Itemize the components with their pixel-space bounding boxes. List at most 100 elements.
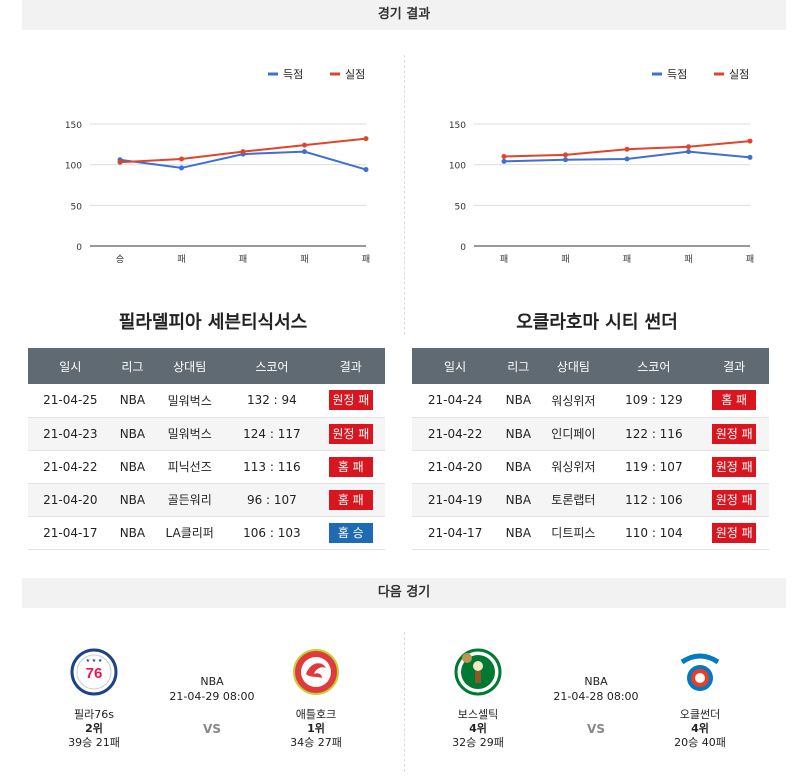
col-result: 결과 bbox=[316, 348, 385, 384]
legend-label: 득점 bbox=[667, 68, 687, 81]
cell-opponent: 밀워벅스 bbox=[152, 417, 228, 451]
cell-opponent: LA클리퍼 bbox=[152, 516, 228, 550]
y-tick-label: 0 bbox=[460, 243, 466, 253]
data-point bbox=[563, 157, 568, 163]
chart-left: 득점 실점 0 50 100 150 승 패 패 패 패 bbox=[65, 68, 370, 265]
cell-league: NBA bbox=[498, 516, 539, 550]
legend-label: 득점 bbox=[283, 68, 303, 81]
col-opponent: 상대팀 bbox=[538, 348, 609, 384]
data-point bbox=[302, 149, 307, 155]
x-tick-label: 패 bbox=[500, 254, 508, 265]
table-row: 21-04-20 NBA 워싱위저 119 : 107 원정 패 bbox=[412, 450, 769, 484]
next-away-team[interactable]: 애틀호크 1위 34승 27패 bbox=[276, 648, 356, 750]
cell-score: 106 : 103 bbox=[227, 516, 317, 550]
cell-opponent: 인디페이 bbox=[538, 417, 609, 451]
cell-result: 홈 패 bbox=[316, 450, 385, 484]
next-away-team[interactable]: 오클썬더 4위 20승 40패 bbox=[660, 648, 740, 750]
cell-score: 122 : 116 bbox=[608, 417, 700, 451]
svg-text:★ ★ ★: ★ ★ ★ bbox=[86, 658, 103, 664]
cell-opponent: 워싱위저 bbox=[538, 384, 609, 418]
result-badge: 홈 패 bbox=[712, 390, 757, 411]
cell-result: 원정 패 bbox=[699, 483, 769, 517]
cell-result: 홈 패 bbox=[699, 384, 769, 418]
cell-opponent: 디트피스 bbox=[538, 516, 609, 550]
svg-text:76: 76 bbox=[86, 665, 103, 682]
next-home-team[interactable]: 보스셀틱 4위 32승 29패 bbox=[438, 648, 518, 750]
cell-league: NBA bbox=[498, 384, 539, 418]
team-title-left: 필라델피아 세븐티식서스 bbox=[118, 312, 308, 333]
cell-league: NBA bbox=[112, 483, 153, 517]
result-badge: 원정 패 bbox=[328, 423, 373, 444]
y-tick-label: 150 bbox=[449, 121, 466, 131]
team-rank: 4위 bbox=[691, 722, 709, 735]
table-row: 21-04-17 NBA LA클리퍼 106 : 103 홈 승 bbox=[28, 516, 385, 550]
cell-date: 21-04-17 bbox=[412, 516, 499, 550]
results-table-right: 일시 리그 상대팀 스코어 결과 21-04-24 NBA 워싱위저 109 : 12… bbox=[412, 348, 769, 550]
data-point bbox=[363, 167, 369, 173]
vs-label: VS bbox=[587, 722, 605, 736]
team-rank: 1위 bbox=[307, 722, 325, 735]
cell-date: 21-04-23 bbox=[28, 417, 113, 451]
result-badge: 원정 패 bbox=[712, 456, 757, 477]
table-row: 21-04-17 NBA 디트피스 110 : 104 원정 패 bbox=[412, 516, 769, 550]
cell-opponent: 골든워리 bbox=[152, 483, 228, 517]
cell-opponent: 밀워벅스 bbox=[152, 384, 228, 418]
data-point bbox=[179, 165, 184, 171]
x-tick-label: 패 bbox=[684, 254, 692, 265]
match-league: NBA bbox=[584, 675, 608, 688]
table-row: 21-04-25 NBA 밀워벅스 132 : 94 원정 패 bbox=[28, 384, 385, 418]
result-badge: 원정 패 bbox=[712, 522, 757, 543]
col-date: 일시 bbox=[412, 348, 499, 384]
cell-league: NBA bbox=[112, 450, 153, 484]
next-game-right: 보스셀틱 4위 32승 29패 NBA 21-04-28 08:00 VS 오클… bbox=[406, 630, 788, 770]
col-opponent: 상대팀 bbox=[152, 348, 228, 384]
cell-score: 132 : 94 bbox=[227, 384, 317, 418]
data-point bbox=[686, 144, 691, 150]
x-tick-label: 패 bbox=[362, 254, 370, 265]
cell-league: NBA bbox=[498, 483, 539, 517]
data-point bbox=[501, 154, 507, 160]
cell-league: NBA bbox=[112, 417, 153, 451]
y-tick-label: 100 bbox=[65, 162, 82, 172]
next-home-team[interactable]: 76 ★ ★ ★ 필라76s 2위 39승 21패 bbox=[54, 648, 134, 750]
data-point bbox=[624, 156, 630, 162]
cell-league: NBA bbox=[498, 417, 539, 451]
team-record: 20승 40패 bbox=[674, 736, 726, 749]
data-point bbox=[117, 159, 123, 165]
cell-score: 124 : 117 bbox=[227, 417, 317, 451]
cell-date: 21-04-22 bbox=[28, 450, 113, 484]
results-table-left: 일시 리그 상대팀 스코어 결과 21-04-25 NBA 밀워벅스 132 : 94… bbox=[28, 348, 385, 550]
y-tick-label: 100 bbox=[449, 162, 466, 172]
legend-label: 실점 bbox=[729, 68, 749, 81]
cell-date: 21-04-20 bbox=[412, 450, 499, 484]
data-point bbox=[363, 136, 369, 142]
match-info: NBA 21-04-29 08:00 bbox=[162, 674, 262, 704]
vs-label: VS bbox=[203, 722, 221, 736]
y-tick-label: 0 bbox=[76, 243, 82, 253]
x-tick-label: 패 bbox=[623, 254, 631, 265]
cell-date: 21-04-24 bbox=[412, 384, 499, 418]
cell-league: NBA bbox=[498, 450, 539, 484]
team-name: 오클썬더 bbox=[679, 708, 721, 721]
next-game-left: 76 ★ ★ ★ 필라76s 2위 39승 21패 NBA 21-04-29 0… bbox=[22, 630, 404, 770]
col-score: 스코어 bbox=[608, 348, 700, 384]
data-point bbox=[747, 138, 753, 144]
table-row: 21-04-19 NBA 토론랩터 112 : 106 원정 패 bbox=[412, 483, 769, 517]
team-rank: 4위 bbox=[469, 722, 487, 735]
team-panel-right: 득점 실점 0 50 100 150 패 패 패 패 패 오클라호마 시티 썬더 일시 리그 상대팀… bbox=[406, 50, 788, 570]
cell-score: 119 : 107 bbox=[608, 450, 700, 484]
cell-score: 109 : 129 bbox=[608, 384, 700, 418]
result-badge: 원정 패 bbox=[712, 489, 757, 510]
team-name: 애틀호크 bbox=[295, 708, 337, 721]
table-row: 21-04-24 NBA 워싱위저 109 : 129 홈 패 bbox=[412, 384, 769, 418]
table-header: 일시 리그 상대팀 스코어 결과 bbox=[28, 348, 385, 384]
cell-score: 113 : 116 bbox=[227, 450, 317, 484]
x-tick-label: 패 bbox=[561, 254, 569, 265]
data-point bbox=[179, 156, 184, 162]
table-row: 21-04-22 NBA 피닉선즈 113 : 116 홈 패 bbox=[28, 450, 385, 484]
col-league: 리그 bbox=[498, 348, 539, 384]
table-row: 21-04-23 NBA 밀워벅스 124 : 117 원정 패 bbox=[28, 417, 385, 451]
cell-date: 21-04-20 bbox=[28, 483, 113, 517]
team-record: 32승 29패 bbox=[452, 736, 504, 749]
result-badge: 홈 승 bbox=[328, 522, 373, 543]
